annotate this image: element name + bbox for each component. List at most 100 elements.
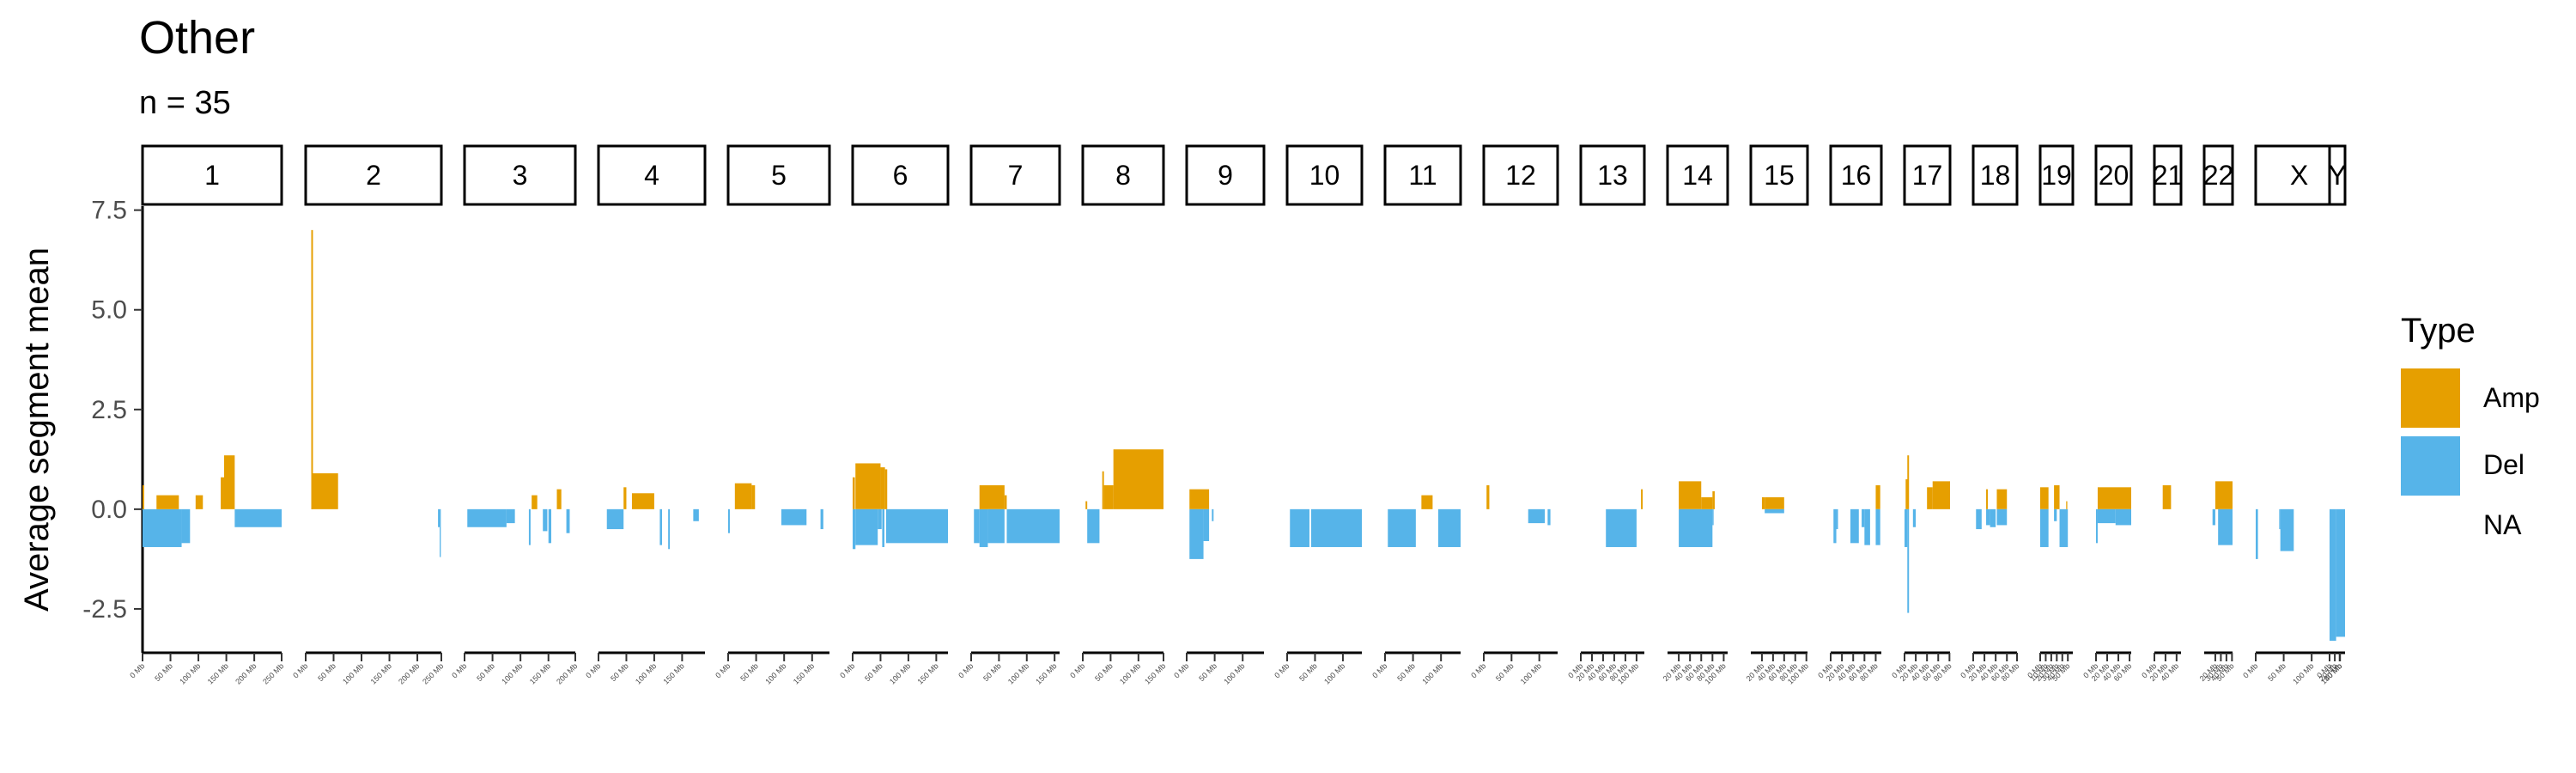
segment-amp bbox=[223, 455, 235, 509]
facet-strip-label: 5 bbox=[771, 160, 787, 191]
facet-chr-3: 3 0 Mb 50 Mb 100 Mb 150 Mb 200 Mb bbox=[450, 144, 579, 686]
facet-strip bbox=[1666, 144, 1729, 206]
x-tick-label: 150 Mb bbox=[915, 661, 939, 685]
segment-amp bbox=[623, 487, 627, 509]
facet-strip-label: 13 bbox=[1597, 160, 1628, 191]
facet-chr-2: 2 0 Mb 50 Mb 100 Mb 150 Mb 200 Mb 250 Mb bbox=[291, 144, 445, 686]
y-tick-label: 7.5 bbox=[91, 197, 127, 225]
facet-strip-label: 14 bbox=[1682, 160, 1713, 191]
x-tick-label: 50 Mb bbox=[863, 661, 884, 683]
segment-del bbox=[1212, 508, 1214, 521]
segment-amp bbox=[1486, 485, 1490, 509]
segment-del bbox=[1907, 508, 1910, 613]
segment-del bbox=[2336, 508, 2345, 637]
facet-strip bbox=[1185, 144, 1266, 206]
facet-strip-label: X bbox=[2290, 160, 2308, 191]
facet-strip bbox=[304, 144, 443, 206]
x-tick-label: 150 Mb bbox=[369, 661, 393, 685]
x-tick-label: 250 Mb bbox=[421, 661, 445, 685]
legend-label-amp: Amp bbox=[2483, 382, 2540, 413]
facet-strip-label: Y bbox=[2328, 160, 2346, 191]
facet-strip-label: 3 bbox=[513, 160, 528, 191]
facet-strip bbox=[726, 144, 831, 206]
segment-amp bbox=[734, 483, 752, 509]
x-tick-label: 200 Mb bbox=[397, 661, 421, 685]
x-tick-label: 0 Mb bbox=[450, 661, 468, 679]
facet-strip bbox=[969, 144, 1061, 206]
y-tick-label: 5.0 bbox=[91, 296, 127, 325]
x-tick-label: 100 Mb bbox=[341, 661, 365, 685]
legend-title: Type bbox=[2401, 312, 2476, 350]
facet-strip bbox=[1971, 144, 2019, 206]
facet-strip-label: 17 bbox=[1912, 160, 1943, 191]
segment-del bbox=[693, 508, 699, 521]
segment-del bbox=[2256, 508, 2258, 559]
segment-del bbox=[234, 508, 282, 527]
x-tick-label: 0 Mb bbox=[1273, 661, 1291, 679]
y-tick-label: 0.0 bbox=[91, 496, 127, 524]
segment-del bbox=[1875, 508, 1880, 545]
facet-strip bbox=[463, 144, 577, 206]
segment-del bbox=[1986, 508, 1990, 526]
chart-title: Other bbox=[139, 12, 255, 64]
facet-strip-label: 22 bbox=[2203, 160, 2234, 191]
x-tick-label: 0 Mb bbox=[1469, 661, 1487, 679]
segment-amp bbox=[1102, 471, 1104, 509]
segment-del bbox=[543, 508, 548, 532]
facet-strip bbox=[1829, 144, 1883, 206]
segment-amp bbox=[880, 467, 885, 509]
x-tick-label: 100 Mb bbox=[634, 661, 658, 685]
segment-amp bbox=[884, 469, 888, 509]
segment-del bbox=[1864, 508, 1870, 545]
x-tick-label: 50 Mb bbox=[316, 661, 337, 683]
segment-amp bbox=[1996, 489, 2008, 509]
legend-swatch-del bbox=[2401, 436, 2460, 496]
segment-del bbox=[1905, 508, 1908, 547]
x-tick-label: 100 Mb bbox=[1222, 661, 1246, 685]
facet-chr-6: 6 0 Mb 50 Mb 100 Mb 150 Mb bbox=[838, 144, 950, 686]
facet-strip bbox=[1081, 144, 1165, 206]
segment-del bbox=[1547, 508, 1551, 526]
segment-del bbox=[1712, 508, 1714, 526]
x-tick-label: 50 Mb bbox=[738, 661, 760, 683]
segment-del bbox=[1990, 508, 1996, 527]
segment-amp bbox=[2054, 485, 2060, 509]
facet-strip bbox=[1482, 144, 1559, 206]
x-tick-label: 50 Mb bbox=[609, 661, 630, 683]
legend-label-na: NA bbox=[2483, 509, 2522, 540]
facet-strip bbox=[2202, 144, 2234, 206]
segment-del bbox=[853, 508, 856, 550]
segment-del bbox=[1528, 508, 1546, 524]
segment-amp bbox=[2162, 485, 2172, 509]
x-tick-label: 0 Mb bbox=[2241, 661, 2259, 679]
x-tick-label: 0 Mb bbox=[128, 661, 146, 679]
facet-strip-label: 11 bbox=[1408, 160, 1437, 191]
x-tick-label: 50 Mb bbox=[153, 661, 174, 683]
legend-label-del: Del bbox=[2483, 449, 2524, 480]
facet-chr-11: 11 0 Mb 50 Mb 100 Mb bbox=[1370, 144, 1462, 686]
x-tick-label: 150 Mb bbox=[1034, 661, 1058, 685]
x-tick-label: 150 Mb bbox=[206, 661, 230, 685]
x-tick-label: 0 Mb bbox=[714, 661, 732, 679]
x-tick-label: 100 Mb bbox=[1006, 661, 1030, 685]
facet-chr-12: 12 0 Mb 50 Mb 100 Mb bbox=[1469, 144, 1559, 686]
segment-amp bbox=[2066, 501, 2068, 509]
segment-amp bbox=[855, 463, 881, 509]
segment-amp bbox=[1927, 487, 1933, 509]
segment-amp bbox=[2040, 487, 2049, 509]
x-tick-label: 150 Mb bbox=[1143, 661, 1167, 685]
facet-chr-1: 1 0 Mb 50 Mb 100 Mb 150 Mb 200 Mb 250 Mb bbox=[128, 144, 285, 686]
segment-del bbox=[1862, 508, 1865, 527]
facet-strip-label: 10 bbox=[1309, 160, 1340, 191]
y-tick-label: 2.5 bbox=[91, 396, 127, 424]
segment-amp bbox=[532, 495, 538, 509]
segment-del bbox=[1912, 508, 1917, 527]
segment-del bbox=[528, 508, 531, 545]
x-tick-label: 50 Mb bbox=[981, 661, 1003, 683]
segment-del bbox=[467, 508, 507, 527]
facet-strip bbox=[2328, 144, 2347, 206]
facet-strip bbox=[2153, 144, 2183, 206]
